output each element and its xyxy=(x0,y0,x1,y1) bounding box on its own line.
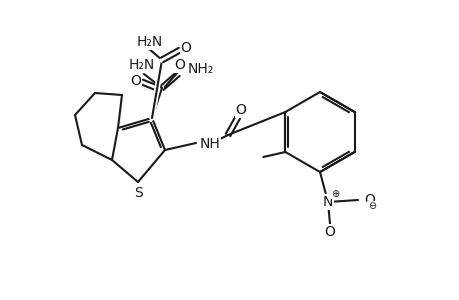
Text: ⊖: ⊖ xyxy=(367,201,375,211)
Text: O: O xyxy=(363,193,374,207)
Text: NH: NH xyxy=(200,137,220,151)
Text: H₂N: H₂N xyxy=(129,58,155,72)
Text: N: N xyxy=(322,195,332,209)
Text: H₂N: H₂N xyxy=(137,35,163,49)
Text: NH₂: NH₂ xyxy=(188,62,214,76)
Text: O: O xyxy=(180,41,191,55)
Text: O: O xyxy=(235,103,246,117)
Text: O: O xyxy=(130,74,141,88)
Text: O: O xyxy=(324,225,335,239)
Text: ⊕: ⊕ xyxy=(330,189,338,199)
Text: S: S xyxy=(134,186,143,200)
Text: O: O xyxy=(174,58,185,72)
